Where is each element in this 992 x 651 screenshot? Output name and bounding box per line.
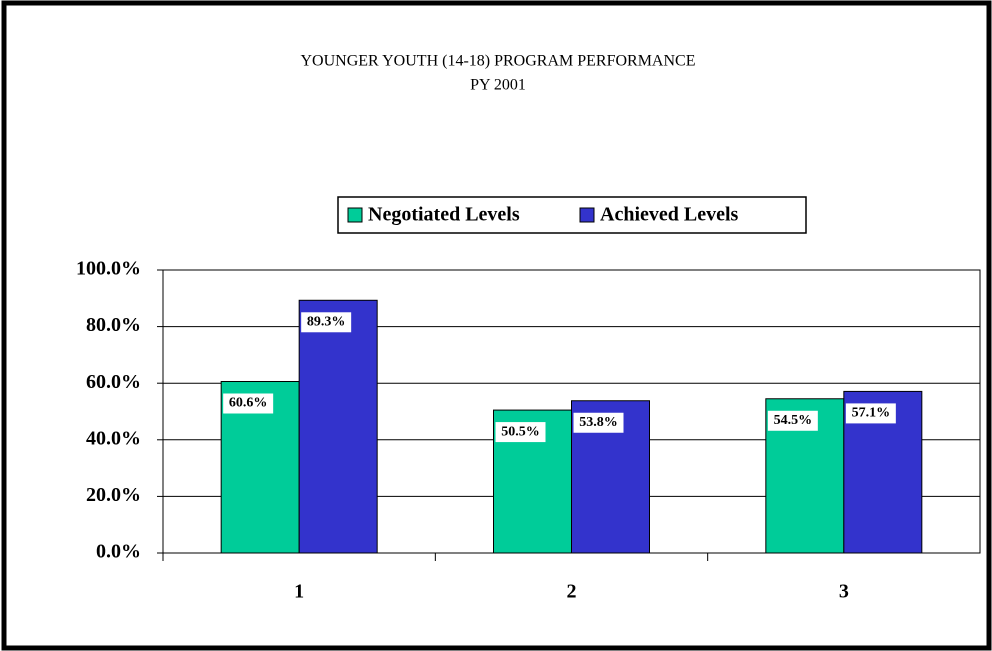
chart-subtitle: PY 2001 — [470, 77, 526, 94]
value-label-bg — [301, 312, 352, 333]
x-tick-label: 2 — [567, 581, 577, 603]
value-label-bg — [845, 403, 896, 424]
legend-box — [337, 196, 807, 234]
value-label: 53.8% — [579, 415, 618, 430]
y-tick-label: 100.0% — [76, 258, 141, 280]
y-tick-label: 40.0% — [86, 427, 141, 449]
y-tick-label: 20.0% — [86, 484, 141, 506]
chart-title: YOUNGER YOUTH (14-18) PROGRAM PERFORMANC… — [301, 53, 696, 70]
y-tick-label: 80.0% — [86, 314, 141, 336]
x-tick-label: 1 — [294, 581, 304, 603]
value-label: 50.5% — [501, 424, 540, 439]
value-label: 54.5% — [774, 413, 813, 428]
bar — [298, 299, 378, 554]
value-label-bg — [223, 393, 274, 414]
legend-swatch — [347, 207, 363, 223]
value-label: 89.3% — [307, 314, 346, 329]
value-label-bg — [573, 412, 624, 433]
y-tick-label: 60.0% — [86, 371, 141, 393]
y-tick-label: 0.0% — [96, 541, 141, 563]
value-label-bg — [767, 410, 818, 431]
value-label: 60.6% — [229, 396, 268, 411]
value-label-bg — [495, 422, 546, 443]
x-tick-label: 3 — [839, 581, 849, 603]
legend-swatch — [579, 207, 595, 223]
legend-label: Achieved Levels — [600, 204, 739, 226]
legend-label: Negotiated Levels — [368, 204, 520, 226]
value-label: 57.1% — [852, 406, 891, 421]
